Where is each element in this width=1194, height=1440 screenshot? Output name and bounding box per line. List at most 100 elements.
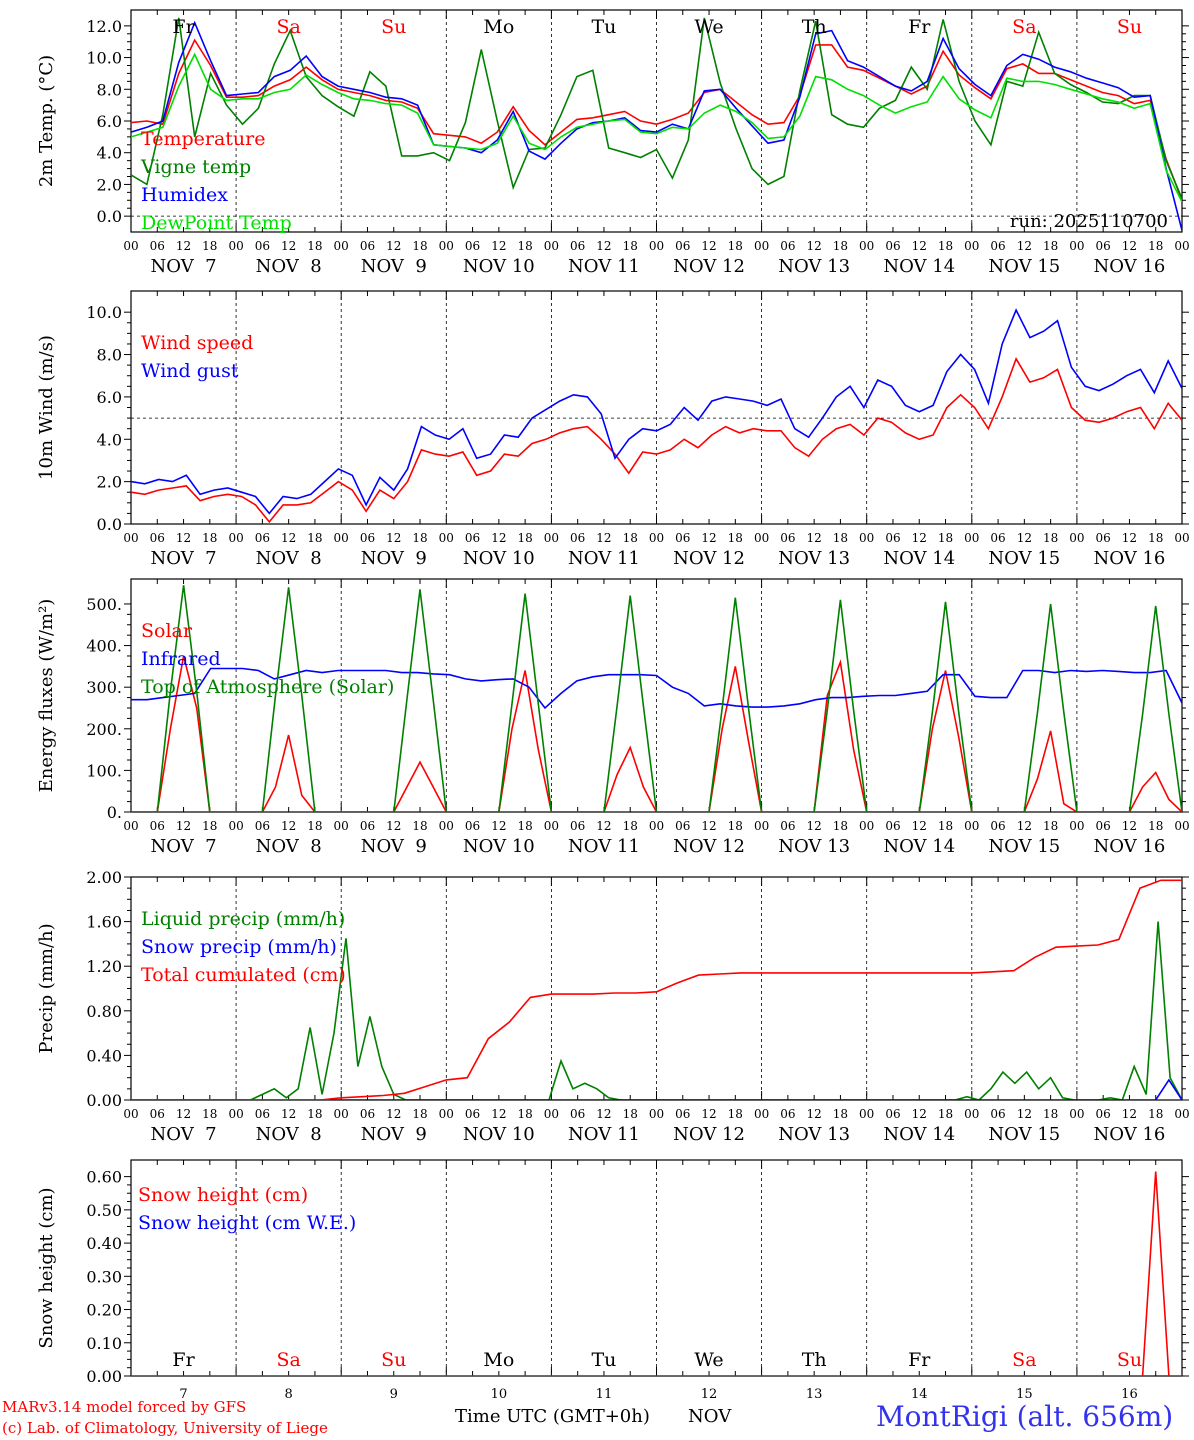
legend-entry: Snow precip (mm/h) <box>141 936 337 958</box>
x-hour-label: 18 <box>938 531 953 545</box>
x-hour-label: 18 <box>202 819 217 833</box>
legend-entry: Total cumulated (cm) <box>141 964 346 986</box>
x-hour-label: 00 <box>649 531 664 545</box>
x-hour-label: 06 <box>885 819 900 833</box>
y-axis-label: 2m Temp. (°C) <box>36 55 57 187</box>
legend-entry: Wind gust <box>141 360 239 382</box>
y-tick-label: 10.0 <box>86 303 122 322</box>
x-hour-label: 00 <box>964 239 979 253</box>
day-number-label: 10 <box>491 1387 508 1402</box>
x-hour-label: 12 <box>176 1107 191 1121</box>
day-name-label: Sa <box>276 16 300 38</box>
x-date-label: NOV 7 <box>151 1124 217 1145</box>
x-hour-label: 18 <box>833 819 848 833</box>
y-tick-label: 400. <box>86 637 122 656</box>
x-hour-label: 06 <box>570 1107 585 1121</box>
y-tick-label: 0.20 <box>86 1301 122 1320</box>
x-date-label: NOV 12 <box>673 256 745 277</box>
x-date-label: NOV 14 <box>883 256 955 277</box>
y-tick-label: 12.0 <box>86 17 122 36</box>
x-hour-label: 06 <box>990 819 1005 833</box>
x-hour-label: 06 <box>465 819 480 833</box>
model-credit: MARv3.14 model forced by GFS <box>2 1398 247 1416</box>
x-date-label: NOV 16 <box>1094 548 1166 569</box>
x-hour-label: 06 <box>990 1107 1005 1121</box>
x-hour-label: 00 <box>1174 1107 1189 1121</box>
y-tick-label: 0.60 <box>86 1168 122 1187</box>
day-name-label: Fr <box>908 1349 931 1371</box>
x-date-label: NOV 12 <box>673 1124 745 1145</box>
x-hour-label: 06 <box>360 531 375 545</box>
x-hour-label: 12 <box>1017 1107 1032 1121</box>
x-hour-label: 12 <box>701 531 716 545</box>
y-tick-label: 10.0 <box>86 49 122 68</box>
x-axis-month: NOV <box>688 1406 732 1427</box>
legend-entry: Humidex <box>141 184 228 206</box>
x-date-label: NOV 10 <box>463 1124 535 1145</box>
lab-credit: (c) Lab. of Climatology, University of L… <box>2 1419 328 1437</box>
x-hour-label: 18 <box>1043 1107 1058 1121</box>
day-name-label: Sa <box>1012 16 1036 38</box>
x-hour-label: 06 <box>360 1107 375 1121</box>
x-date-label: NOV 16 <box>1094 256 1166 277</box>
y-tick-label: 8.0 <box>97 80 122 99</box>
x-hour-label: 12 <box>281 531 296 545</box>
x-hour-label: 06 <box>570 239 585 253</box>
legend-entry: Temperature <box>141 128 265 150</box>
series-line-top-of-atmosphere-solar- <box>131 585 1182 812</box>
legend-entry: Solar <box>141 620 193 642</box>
y-tick-label: 8.0 <box>97 346 122 365</box>
x-hour-label: 12 <box>176 239 191 253</box>
day-name-label: Fr <box>908 16 931 38</box>
x-hour-label: 12 <box>701 239 716 253</box>
x-hour-label: 00 <box>754 819 769 833</box>
y-tick-label: 4.0 <box>97 430 122 449</box>
x-hour-label: 18 <box>1148 1107 1163 1121</box>
series-line-vigne-temp <box>131 17 1182 200</box>
x-hour-label: 18 <box>202 531 217 545</box>
x-hour-label: 12 <box>807 531 822 545</box>
legend-entry: Liquid precip (mm/h) <box>141 908 345 930</box>
x-date-label: NOV 7 <box>151 256 217 277</box>
x-hour-label: 12 <box>1122 1107 1137 1121</box>
x-hour-label: 06 <box>675 1107 690 1121</box>
x-hour-label: 00 <box>544 239 559 253</box>
x-hour-label: 00 <box>1069 1107 1084 1121</box>
x-hour-label: 00 <box>754 1107 769 1121</box>
x-hour-label: 12 <box>807 1107 822 1121</box>
x-hour-label: 12 <box>701 819 716 833</box>
x-hour-label: 18 <box>623 1107 638 1121</box>
series-line-dewpoint-temp <box>131 52 1182 203</box>
x-hour-label: 12 <box>281 819 296 833</box>
x-hour-label: 06 <box>150 819 165 833</box>
x-hour-label: 06 <box>1096 239 1111 253</box>
day-name-label: Th <box>802 1349 827 1371</box>
x-hour-label: 00 <box>228 531 243 545</box>
x-hour-label: 06 <box>255 239 270 253</box>
x-hour-label: 06 <box>675 531 690 545</box>
x-date-label: NOV 11 <box>568 1124 640 1145</box>
x-date-label: NOV 15 <box>988 836 1060 857</box>
x-hour-label: 06 <box>675 239 690 253</box>
x-hour-label: 00 <box>123 239 138 253</box>
y-tick-label: 500. <box>86 595 122 614</box>
x-hour-label: 12 <box>1122 531 1137 545</box>
y-tick-label: 0.80 <box>86 1002 122 1021</box>
x-hour-label: 00 <box>649 819 664 833</box>
y-tick-label: 0.00 <box>86 1367 122 1386</box>
x-hour-label: 06 <box>780 1107 795 1121</box>
x-hour-label: 12 <box>912 819 927 833</box>
x-hour-label: 12 <box>596 1107 611 1121</box>
x-hour-label: 06 <box>255 531 270 545</box>
x-date-label: NOV 8 <box>256 256 322 277</box>
series-line-humidex <box>131 20 1182 231</box>
x-hour-label: 18 <box>728 1107 743 1121</box>
x-hour-label: 18 <box>728 531 743 545</box>
x-date-label: NOV 13 <box>778 548 850 569</box>
x-hour-label: 18 <box>1148 239 1163 253</box>
x-hour-label: 18 <box>623 239 638 253</box>
y-tick-label: 0.0 <box>97 515 122 534</box>
x-hour-label: 18 <box>728 819 743 833</box>
x-hour-label: 12 <box>386 1107 401 1121</box>
x-hour-label: 12 <box>596 819 611 833</box>
